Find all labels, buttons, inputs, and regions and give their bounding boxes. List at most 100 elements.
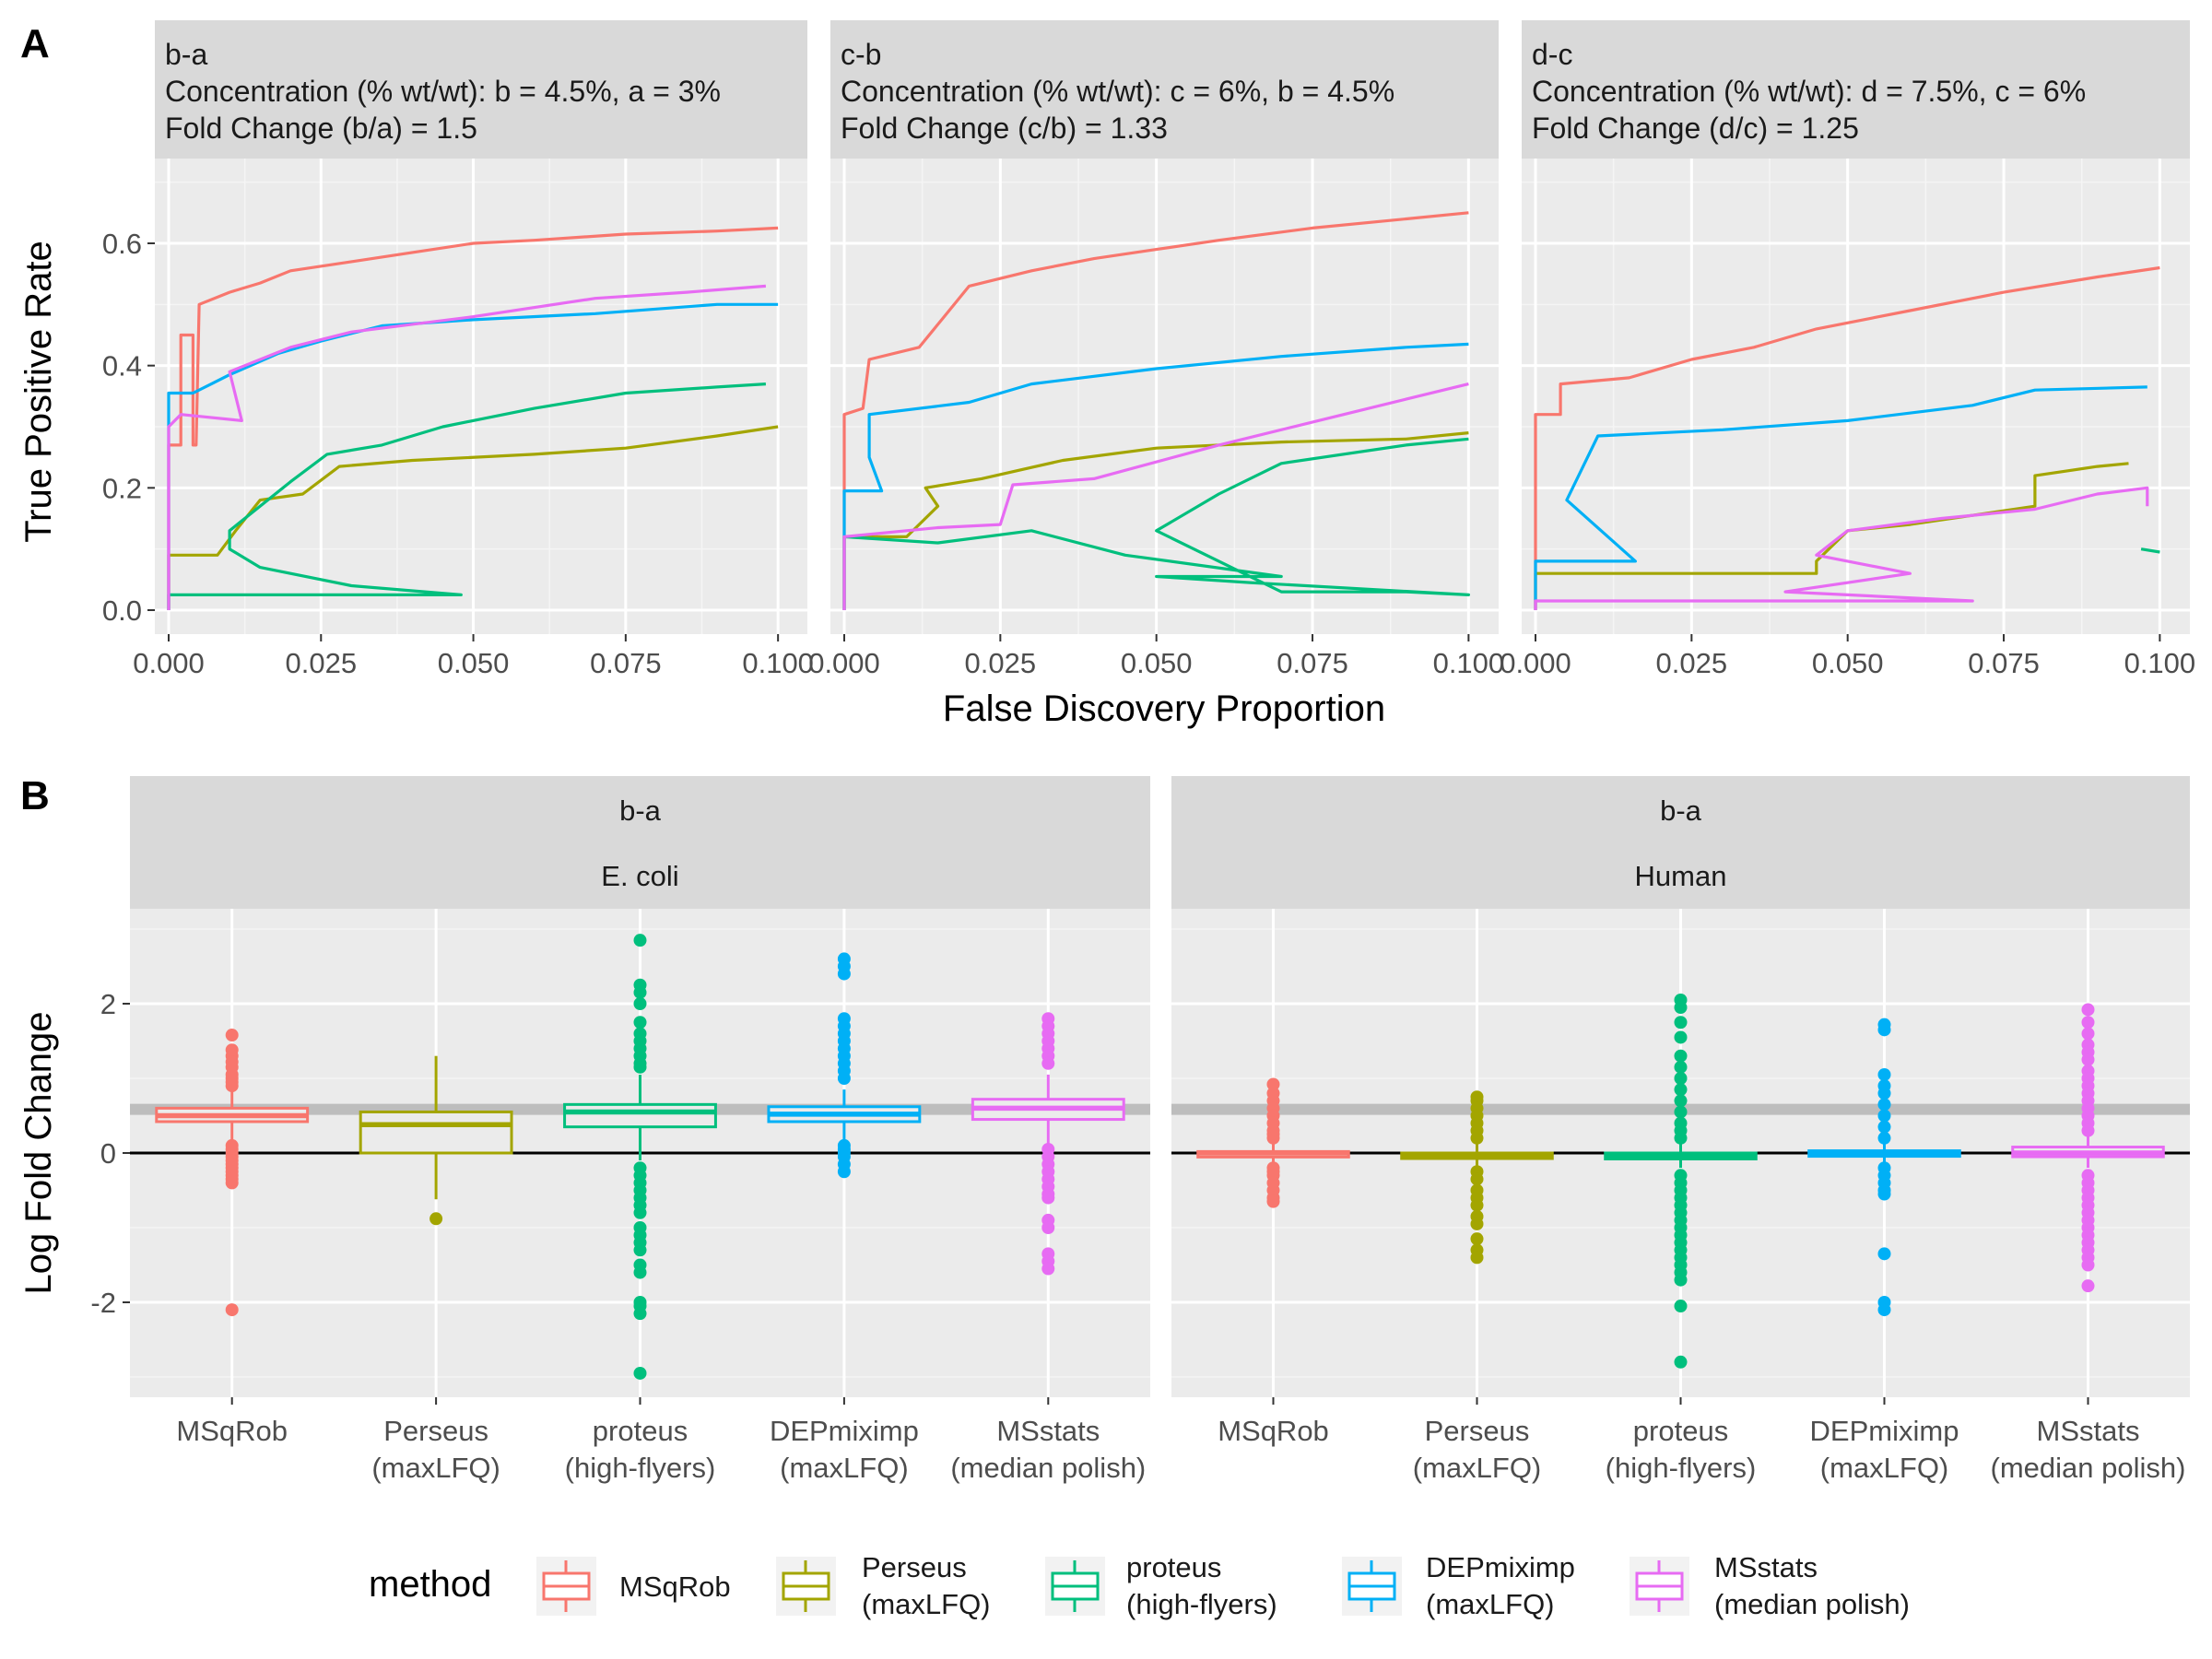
box-outlier <box>1877 1109 1891 1123</box>
x-tick-label: MSstats <box>996 1415 1100 1447</box>
x-tick-label: MSqRob <box>1218 1415 1329 1447</box>
box-outlier <box>429 1212 443 1226</box>
box-outlier <box>633 985 647 999</box>
x-tick-label: 0.050 <box>438 647 510 679</box>
box-outlier <box>1470 1198 1484 1212</box>
box-outlier <box>1674 1072 1688 1085</box>
x-tick-label: Perseus <box>383 1415 488 1447</box>
box-outlier <box>633 1366 647 1380</box>
box-outlier <box>1877 1247 1891 1261</box>
x-tick-label: DEPmiximp <box>770 1415 919 1447</box>
box-outlier <box>1041 1191 1055 1205</box>
roc-line <box>842 437 1470 610</box>
x-tick-label: 0.025 <box>965 647 1037 679</box>
roc-line <box>1534 385 2147 610</box>
strip-label: Human <box>1635 860 1727 892</box>
y-tick-label: 0.6 <box>102 228 142 260</box>
x-tick-label: proteus <box>593 1415 688 1447</box>
box-outlier <box>1470 1232 1484 1246</box>
x-tick-label: Perseus <box>1425 1415 1530 1447</box>
legend-label: proteus <box>1126 1551 1221 1583</box>
x-tick-label: 0.000 <box>1500 647 1571 679</box>
roc-line <box>1534 265 2160 610</box>
box-outlier <box>2081 1279 2095 1293</box>
box-outlier <box>1674 1105 1688 1119</box>
strip-label: Fold Change (d/c) = 1.25 <box>1532 112 1859 145</box>
box-outlier <box>633 1243 647 1257</box>
box-outlier <box>1674 1001 1688 1015</box>
strip-label: Fold Change (b/a) = 1.5 <box>165 112 477 145</box>
box-facet: b-a Human MSqRob Perseus (maxLFQ) proteus (hig… <box>1171 776 2190 1484</box>
legend-label: (maxLFQ) <box>862 1588 991 1620</box>
x-tick-label: 0.100 <box>742 647 814 679</box>
roc-facet: b-a Concentration (% wt/wt): b = 4.5%, a … <box>133 20 814 679</box>
box-body <box>563 1102 717 1129</box>
x-tick-label: MSqRob <box>176 1415 288 1447</box>
box-outlier <box>633 1307 647 1321</box>
roc-line <box>842 342 1469 610</box>
roc-line <box>1534 486 2149 610</box>
x-tick-label: 0.025 <box>285 647 357 679</box>
box-outlier <box>1877 1098 1891 1112</box>
box-outlier <box>1674 1049 1688 1063</box>
x-tick-label: 0.000 <box>133 647 205 679</box>
box-outlier <box>1041 1262 1055 1276</box>
box-outlier <box>1470 1172 1484 1186</box>
box-outlier <box>1877 1120 1891 1134</box>
strip-label: Fold Change (c/b) = 1.33 <box>841 112 1168 145</box>
box-outlier <box>1674 1131 1688 1145</box>
box-outlier <box>2081 1258 2095 1272</box>
x-tick-label: 0.100 <box>1433 647 1505 679</box>
box-outlier <box>633 934 647 947</box>
x-tick-label: MSstats <box>2037 1415 2140 1447</box>
box-outlier <box>1877 1023 1891 1037</box>
box-outlier <box>837 1072 851 1085</box>
y-tick-label: 0.4 <box>102 350 142 382</box>
box-outlier <box>837 967 851 981</box>
box-outlier <box>633 1016 647 1030</box>
facet-strip <box>1522 20 2190 159</box>
legend: method MSqRob Perseus (maxLFQ) proteus (high-… <box>369 1551 1910 1620</box>
y-axis-label: True Positive Rate <box>18 241 59 543</box>
box-outlier <box>1674 1094 1688 1108</box>
facet-strip <box>1171 843 2190 909</box>
x-tick-label: 0.000 <box>808 647 880 679</box>
box-outlier <box>2081 1053 2095 1066</box>
box-outlier <box>1674 1016 1688 1030</box>
panel-background <box>1522 159 2190 634</box>
roc-line <box>167 284 767 610</box>
x-axis-label: False Discovery Proportion <box>943 688 1385 729</box>
x-tick-label: proteus <box>1633 1415 1728 1447</box>
legend-title: method <box>369 1564 491 1605</box>
box-outlier <box>633 997 647 1010</box>
panel-background <box>155 159 807 634</box>
box-outlier <box>1674 1030 1688 1044</box>
legend-label: (maxLFQ) <box>1426 1588 1555 1620</box>
box-outlier <box>2081 1003 2095 1017</box>
roc-line <box>842 382 1469 610</box>
y-tick-label: 0 <box>100 1137 116 1170</box>
legend-label: (median polish) <box>1714 1588 1910 1620</box>
box-outlier <box>633 1060 647 1074</box>
roc-line <box>167 382 766 610</box>
x-tick-label: (maxLFQ) <box>371 1452 500 1484</box>
facet-strip <box>1171 776 2190 843</box>
strip-label: Concentration (% wt/wt): c = 6%, b = 4.5… <box>841 75 1394 108</box>
x-tick-label: (maxLFQ) <box>1820 1452 1949 1484</box>
box-outlier <box>2081 1016 2095 1030</box>
legend-label: DEPmiximp <box>1426 1551 1575 1583</box>
panel-label-b: B <box>20 773 50 818</box>
box-outlier <box>1877 1303 1891 1317</box>
roc-facet: c-b Concentration (% wt/wt): c = 6%, b = … <box>808 20 1504 679</box>
y-tick-label: 0.2 <box>102 472 142 504</box>
box-outlier <box>1470 1217 1484 1230</box>
roc-facet: d-c Concentration (% wt/wt): d = 7.5%, c … <box>1500 20 2195 679</box>
strip-label: Concentration (% wt/wt): b = 4.5%, a = 3… <box>165 75 721 108</box>
y-axis-label: Log Fold Change <box>18 1012 59 1295</box>
x-tick-label: 0.075 <box>590 647 662 679</box>
box-outlier <box>1877 1067 1891 1081</box>
roc-line <box>167 302 779 610</box>
strip-label: E. coli <box>601 860 678 892</box>
box-outlier <box>1470 1251 1484 1265</box>
box-outlier <box>1877 1087 1891 1100</box>
